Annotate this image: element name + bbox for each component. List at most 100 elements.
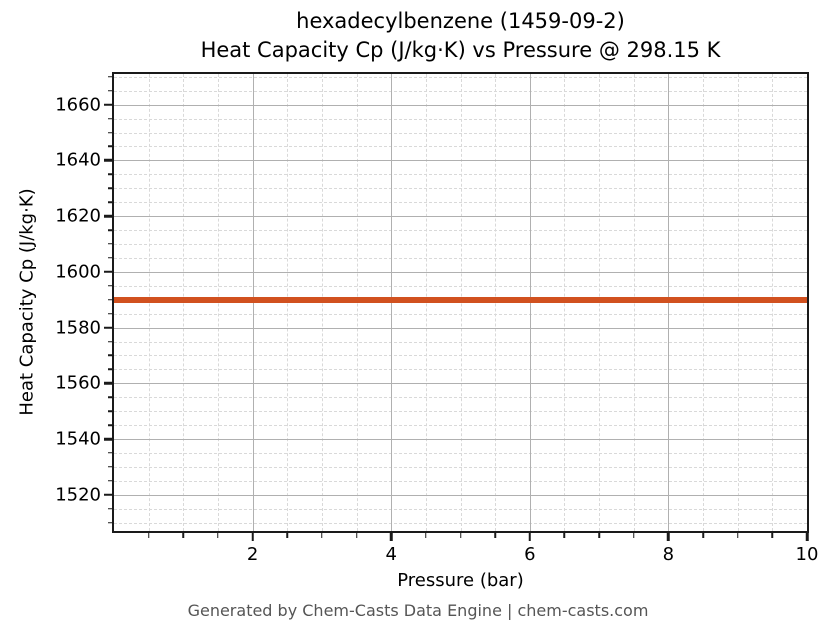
footer-watermark: Generated by Chem-Casts Data Engine | ch… [187,601,649,620]
y-minor-gridline [114,341,807,343]
y-minor-gridline [114,522,807,524]
y-minor-gridline [114,174,807,176]
x-minor-tick [147,531,150,538]
x-minor-tick [182,531,185,538]
y-minor-gridline [114,397,807,399]
y-major-tick [104,214,114,218]
y-minor-gridline [114,313,807,315]
x-minor-tick [702,531,704,538]
y-tick-label: 1640 [55,149,101,171]
y-tick-label: 1600 [55,261,101,283]
y-minor-tick [107,354,114,357]
y-minor-tick [107,89,114,92]
x-minor-tick [563,531,566,538]
x-minor-tick [598,531,600,538]
y-major-gridline [114,271,807,273]
y-major-tick [104,382,114,385]
y-minor-tick [107,298,114,301]
y-minor-tick [107,173,114,176]
x-minor-tick [217,531,219,538]
y-minor-gridline [114,508,807,510]
y-tick-label: 1520 [55,484,101,506]
y-minor-gridline [114,369,807,371]
y-minor-tick [107,187,114,189]
y-minor-tick [107,396,114,398]
x-minor-tick [771,531,774,538]
y-minor-tick [107,257,114,259]
chart-title-line2: Heat Capacity Cp (J/kg·K) vs Pressure @ … [200,37,721,62]
chart-title: hexadecylbenzene (1459-09-2) Heat Capaci… [112,7,809,65]
y-major-gridline [114,494,807,496]
x-minor-tick [286,531,288,538]
y-major-tick [104,270,114,274]
data-line-series [114,296,807,303]
y-minor-tick [107,285,114,287]
x-minor-tick [736,531,739,538]
y-major-gridline [114,439,807,441]
x-minor-tick [494,531,496,538]
y-minor-gridline [114,411,807,413]
y-major-tick [104,326,114,329]
y-minor-tick [107,201,114,203]
y-minor-tick [107,410,114,412]
y-minor-tick [107,507,114,510]
x-major-tick [805,531,809,541]
x-minor-tick [355,531,358,538]
x-minor-tick [459,531,462,538]
x-tick-label: 6 [524,544,536,565]
y-minor-tick [107,243,114,245]
plot-area: 2 4 6 8 10 1520 1540 1560 1580 1600 1620 1640 1660 [55,72,818,565]
x-minor-tick [321,531,323,538]
y-minor-gridline [114,425,807,427]
y-tick-label: 1580 [55,317,101,339]
y-major-tick [104,159,114,162]
x-major-tick [251,531,254,541]
x-major-tick [667,531,670,541]
y-minor-gridline [114,90,807,92]
y-minor-gridline [114,355,807,357]
y-major-gridline [114,104,807,106]
y-major-tick [104,103,114,106]
y-minor-tick [107,131,114,134]
x-tick-label: 4 [385,544,397,565]
x-minor-tick [425,531,427,538]
y-minor-tick [107,229,114,231]
y-minor-gridline [114,118,807,120]
y-major-gridline [114,383,807,385]
y-minor-gridline [114,132,807,134]
y-tick-label: 1620 [55,205,101,227]
y-minor-gridline [114,285,807,287]
x-axis-label: Pressure (bar) [397,570,524,591]
y-minor-tick [107,312,114,315]
x-tick-label: 2 [246,544,259,565]
y-axis-label: Heat Capacity Cp (J/kg·K) [16,188,38,416]
y-major-gridline [114,216,807,218]
y-minor-gridline [114,202,807,204]
y-minor-gridline [114,188,807,190]
y-minor-tick [107,424,114,426]
y-minor-tick [107,521,114,524]
y-tick-label: 1660 [55,94,101,116]
x-tick-label: 8 [662,544,675,565]
y-major-gridline [114,160,807,162]
y-minor-tick [107,368,114,371]
y-major-tick [104,493,114,497]
y-minor-gridline [114,452,807,454]
y-minor-tick [107,340,114,343]
y-tick-label: 1560 [55,372,101,394]
y-minor-tick [107,145,114,148]
y-minor-gridline [114,480,807,482]
y-minor-gridline [114,230,807,232]
y-minor-tick [107,76,114,78]
y-minor-gridline [114,257,807,259]
x-major-tick [528,531,532,541]
y-major-gridline [114,327,807,329]
y-minor-tick [107,452,114,454]
x-tick-label: 10 [795,544,819,565]
y-major-tick [104,437,114,441]
y-minor-tick [107,117,114,120]
chart-title-line1: hexadecylbenzene (1459-09-2) [296,9,625,33]
y-minor-gridline [114,146,807,148]
y-minor-tick [107,466,114,468]
